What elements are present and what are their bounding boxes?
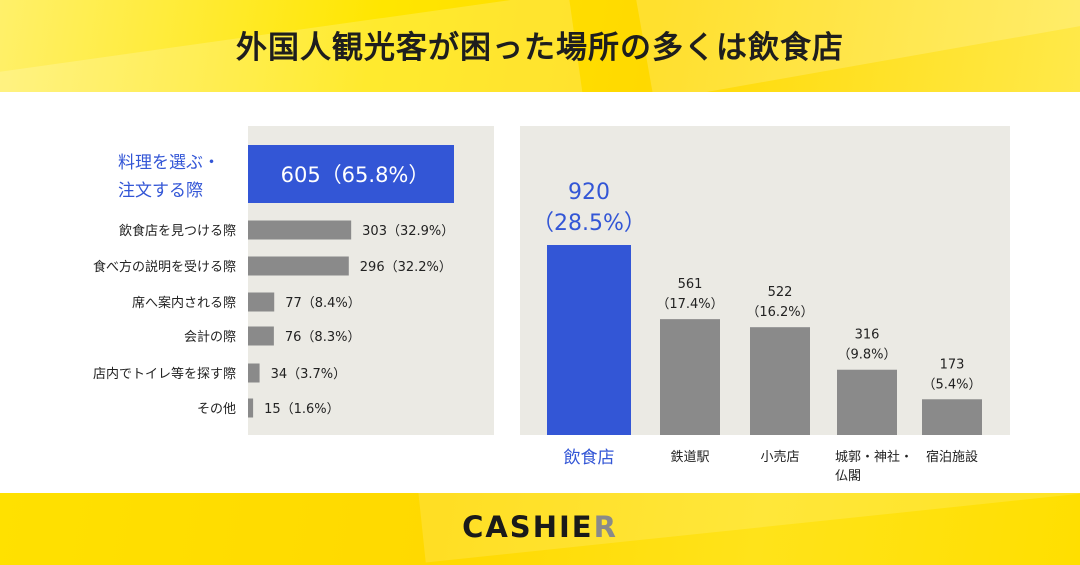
logo-accent-letter: R <box>593 510 618 544</box>
hbar-2 <box>248 256 349 276</box>
hbar-5 <box>248 363 260 383</box>
logo-main-text: CASHIE <box>462 510 594 544</box>
hbar-value-label-1: 303（32.9%） <box>362 224 454 239</box>
hbar-category-label-0-line-0: 料理を選ぶ・ <box>118 153 220 173</box>
footer-banner: CASHIER <box>0 493 1080 565</box>
hbar-category-label-2: 食べ方の説明を受ける際 <box>93 259 236 275</box>
vbar-3 <box>837 369 897 435</box>
vbar-percent-label-3: （9.8%） <box>837 348 896 363</box>
vbar-value-label-3: 316 <box>855 328 880 343</box>
hbar-value-label-5: 34（3.7%） <box>271 367 347 382</box>
hbar-value-label-6: 15（1.6%） <box>264 402 340 417</box>
vbar-category-label-1: 鉄道駅 <box>670 450 709 465</box>
vbar-4 <box>922 399 982 435</box>
vbar-value-label-0: 920 <box>568 180 610 205</box>
hbar-value-label-4: 76（8.3%） <box>285 330 361 345</box>
page-title: 外国人観光客が困った場所の多くは飲食店 <box>236 30 844 66</box>
vbar-1 <box>660 319 720 435</box>
hbar-4 <box>248 326 274 346</box>
hbar-6 <box>248 398 254 418</box>
hbar-value-label-3: 77（8.4%） <box>285 296 361 311</box>
hbar-1 <box>248 220 352 240</box>
hbar-value-label-2: 296（32.2%） <box>360 260 452 275</box>
brand-logo: CASHIER <box>0 510 1080 544</box>
hbar-category-label-0-line-1: 注文する際 <box>118 181 203 201</box>
hbar-category-label-4: 会計の際 <box>184 329 236 345</box>
vbar-2 <box>750 327 810 435</box>
vbar-percent-label-0: （28.5%） <box>532 211 646 236</box>
hbar-0 <box>248 145 454 203</box>
vbar-category-label-3-line-0: 城郭・神社・ <box>835 449 913 465</box>
vbar-value-label-2: 522 <box>768 285 793 300</box>
vbar-category-label-3-line-1: 仏閣 <box>835 469 861 484</box>
vbar-percent-label-4: （5.4%） <box>922 377 981 392</box>
header-banner: 外国人観光客が困った場所の多くは飲食店 <box>0 0 1080 92</box>
vbar-value-label-4: 173 <box>940 357 965 372</box>
vbar-category-label-2: 小売店 <box>760 449 799 465</box>
hbar-3 <box>248 292 275 312</box>
vbar-percent-label-2: （16.2%） <box>746 305 813 320</box>
vbar-value-label-1: 561 <box>678 277 703 292</box>
vbar-category-label-0: 飲食店 <box>564 448 615 468</box>
hbar-category-label-6: その他 <box>197 402 236 417</box>
hbar-category-label-1: 飲食店を見つける際 <box>119 223 236 239</box>
vbar-category-label-4: 宿泊施設 <box>926 449 978 465</box>
vbar-percent-label-1: （17.4%） <box>656 297 723 312</box>
hbar-category-label-3: 席へ案内される際 <box>132 295 236 311</box>
hbar-category-label-5: 店内でトイレ等を探す際 <box>93 366 236 382</box>
hbar-value-label-0: 605（65.8%） <box>281 163 430 187</box>
vbar-0 <box>547 245 631 435</box>
